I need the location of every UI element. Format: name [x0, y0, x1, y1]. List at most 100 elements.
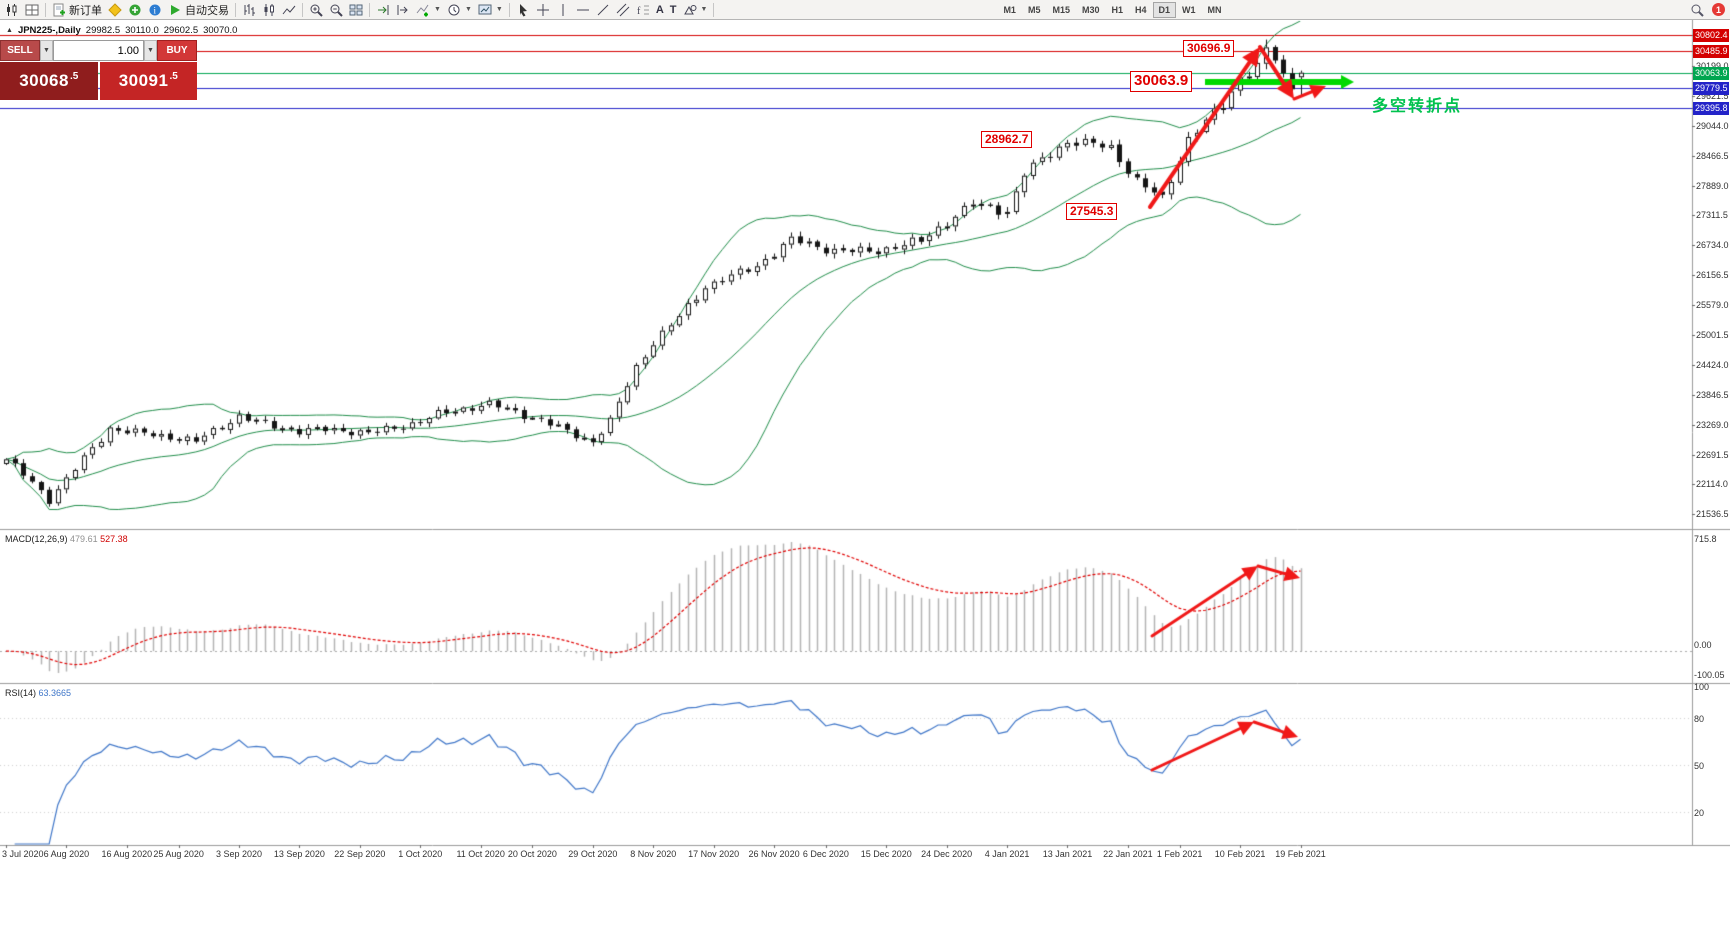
- buy-price[interactable]: 30091.5: [99, 62, 197, 100]
- notification-badge[interactable]: 1: [1712, 3, 1725, 16]
- volume-input[interactable]: [53, 40, 144, 61]
- price-axis-label: 28466.5: [1696, 150, 1729, 161]
- autotrading-label: 自动交易: [185, 4, 229, 17]
- cursor-tool-icon[interactable]: [513, 1, 533, 19]
- timeframe-h4[interactable]: H4: [1129, 2, 1153, 18]
- timeframe-h1[interactable]: H1: [1106, 2, 1130, 18]
- date-axis-label: 10 Feb 2021: [1214, 849, 1266, 859]
- toolbar-separator: [235, 2, 236, 17]
- price-line-label: 30802.4: [1693, 28, 1729, 42]
- timeframe-d1[interactable]: D1: [1152, 1, 1177, 18]
- macd-label: MACD(12,26,9) 479.61 527.38: [5, 534, 128, 544]
- rsi-axis-label: 20: [1694, 808, 1705, 819]
- date-axis-label: 24 Dec 2020: [921, 849, 973, 859]
- toolbar-separator: [713, 2, 715, 17]
- toolbar-separator: [45, 2, 46, 17]
- chart-title: ▲ JPN225-,Daily 29982.5 30110.0 29602.5 …: [6, 25, 237, 36]
- autoscroll-icon[interactable]: [373, 1, 393, 19]
- date-axis-label: 16 Aug 2020: [101, 849, 153, 859]
- volume-dropdown-icon[interactable]: ▼: [144, 40, 157, 61]
- channel-tool-icon[interactable]: [613, 1, 633, 19]
- price-axis-label: 26156.5: [1696, 270, 1729, 281]
- text-tool-icon[interactable]: A: [653, 1, 667, 19]
- timeframe-m5[interactable]: M5: [1022, 2, 1047, 18]
- price-axis-label: 29621.5: [1696, 90, 1729, 101]
- trendline-tool-icon[interactable]: [593, 1, 613, 19]
- turning-point-note: 多空转折点: [1372, 98, 1463, 115]
- macd-name: MACD(12,26,9): [5, 534, 68, 544]
- collapse-panel-icon[interactable]: ▲: [6, 27, 13, 34]
- date-axis-label: 13 Jan 2021: [1042, 849, 1093, 859]
- fibonacci-tool-icon[interactable]: f: [633, 1, 653, 19]
- date-axis-label: 15 Dec 2020: [860, 849, 912, 859]
- price-callout: 28962.7: [981, 131, 1033, 148]
- toolbar: 新订单 i 自动交易 ▼ ▼ ▼ f A T ▼ M1 M5 M15 M30 H1 H4 D…: [0, 0, 1730, 20]
- chart-shift-icon[interactable]: [393, 1, 413, 19]
- buy-price-pips: .5: [169, 70, 178, 82]
- ohlc-low: 29602.5: [163, 25, 199, 36]
- price-callout: 30063.9: [1130, 71, 1193, 92]
- date-axis-label: 29 Oct 2020: [568, 849, 618, 859]
- toolbar-separator: [302, 2, 303, 17]
- rsi-axis-label: 100: [1694, 682, 1710, 692]
- horizontal-line-tool-icon[interactable]: [573, 1, 593, 19]
- macd-value-signal: 527.38: [100, 534, 128, 544]
- price-axis-label: 26734.0: [1696, 240, 1729, 251]
- price-line-label: 29779.5: [1693, 81, 1729, 95]
- timeframe-w1[interactable]: W1: [1176, 2, 1202, 18]
- one-click-controls: SELL ▼ ▼ BUY: [0, 40, 197, 61]
- tile-windows-icon[interactable]: [346, 1, 366, 19]
- bar-chart-type-icon[interactable]: [239, 1, 259, 19]
- zoom-out-icon[interactable]: [326, 1, 346, 19]
- metaeditor-icon[interactable]: [105, 1, 125, 19]
- date-axis-label: 6 Dec 2020: [802, 849, 849, 859]
- macd-axis-min: -100.05: [1694, 670, 1725, 680]
- buy-button[interactable]: BUY: [157, 40, 197, 61]
- buy-price-main: 30091: [118, 71, 169, 90]
- timeframe-m15[interactable]: M15: [1046, 2, 1076, 18]
- price-axis-label: 25579.0: [1696, 300, 1729, 311]
- sell-price[interactable]: 30068.5: [0, 62, 98, 100]
- timeframe-group: M1 M5 M15 M30 H1 H4 D1 W1 MN: [997, 1, 1228, 18]
- price-line-label: 30063.9: [1693, 67, 1729, 81]
- new-chart-button[interactable]: [2, 1, 22, 19]
- new-order-button[interactable]: 新订单: [49, 1, 105, 19]
- price-axis-label: 27311.5: [1696, 210, 1728, 221]
- shapes-dropdown[interactable]: ▼: [680, 1, 711, 19]
- ohlc-close: 30070.0: [203, 25, 238, 36]
- date-axis-label: 22 Jan 2021: [1103, 849, 1153, 859]
- date-axis-label: 26 Nov 2020: [748, 849, 800, 859]
- profiles-button[interactable]: [22, 1, 42, 19]
- price-callout: 27545.3: [1066, 203, 1118, 220]
- sell-dropdown-icon[interactable]: ▼: [40, 40, 53, 61]
- date-axis-label: 3 Sep 2020: [215, 849, 263, 859]
- crosshair-tool-icon[interactable]: [533, 1, 553, 19]
- autotrading-button[interactable]: 自动交易: [165, 1, 232, 19]
- candlestick-chart-type-icon[interactable]: [259, 1, 279, 19]
- price-axis-label: 21536.5: [1696, 509, 1729, 520]
- search-icon[interactable]: [1687, 1, 1707, 19]
- help-icon[interactable]: i: [145, 1, 165, 19]
- zoom-in-icon[interactable]: [306, 1, 326, 19]
- date-axis-label: 17 Nov 2020: [688, 849, 740, 859]
- timeframe-m30[interactable]: M30: [1076, 2, 1106, 18]
- one-click-prices: 30068.5 30091.5: [0, 62, 197, 100]
- date-axis-label: 13 Sep 2020: [273, 849, 325, 859]
- symbol-period-label: JPN225-,Daily: [17, 25, 81, 36]
- periods-dropdown[interactable]: ▼: [444, 1, 475, 19]
- label-tool-icon[interactable]: T: [667, 1, 680, 19]
- indicators-dropdown[interactable]: ▼: [413, 1, 444, 19]
- sell-button[interactable]: SELL: [0, 40, 40, 61]
- timeframe-mn[interactable]: MN: [1202, 2, 1228, 18]
- price-axis-label: 27889.0: [1696, 180, 1729, 191]
- market-icon[interactable]: [125, 1, 145, 19]
- rsi-value: 63.3665: [38, 688, 72, 698]
- line-chart-type-icon[interactable]: [279, 1, 299, 19]
- timeframe-m1[interactable]: M1: [997, 2, 1022, 18]
- vertical-line-tool-icon[interactable]: [553, 1, 573, 19]
- macd-axis-max: 715.8: [1694, 534, 1717, 544]
- templates-dropdown[interactable]: ▼: [475, 1, 506, 19]
- price-axis-label: 24424.0: [1696, 359, 1729, 370]
- date-axis-label: 1 Oct 2020: [398, 849, 443, 859]
